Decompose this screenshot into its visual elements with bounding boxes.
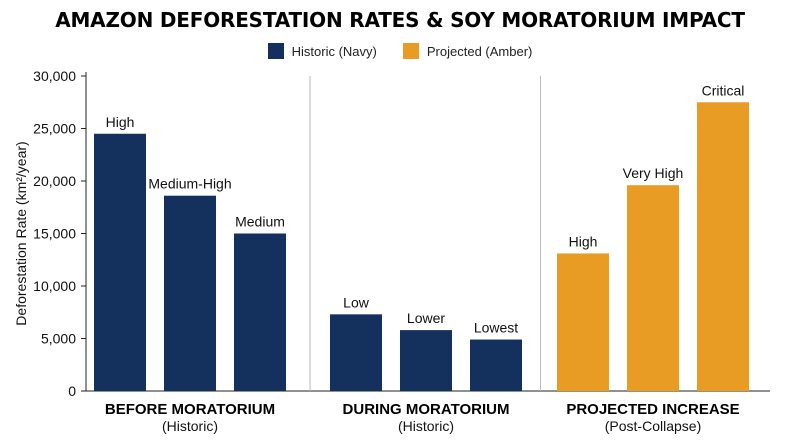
y-tick-label: 5,000 — [41, 331, 76, 347]
y-tick-label: 30,000 — [33, 68, 76, 84]
bar — [164, 195, 216, 391]
bar — [627, 185, 679, 391]
bar-label: Low — [343, 294, 370, 310]
legend-label-historic: Historic (Navy) — [291, 43, 377, 59]
bar-label: Very High — [623, 165, 684, 181]
bar-label: Medium-High — [148, 176, 231, 192]
group-title: DURING MORATORIUM — [343, 401, 510, 418]
bar — [557, 253, 609, 391]
legend-label-projected: Projected (Amber) — [426, 43, 533, 59]
y-tick-label: 15,000 — [33, 226, 76, 242]
group-subtitle: (Post-Collapse) — [605, 418, 701, 434]
bar — [234, 233, 286, 391]
y-tick-label: 0 — [68, 383, 76, 399]
bar-label: High — [106, 114, 135, 130]
y-tick-label: 10,000 — [33, 278, 76, 294]
group-subtitle: (Historic) — [398, 418, 454, 434]
bar-label: High — [569, 233, 598, 249]
legend-swatch-projected — [402, 43, 419, 59]
chart-title: AMAZON DEFORESTATION RATES & SOY MORATOR… — [55, 8, 745, 32]
y-tick-label: 20,000 — [33, 173, 76, 189]
bar — [470, 339, 522, 391]
bar — [94, 133, 146, 391]
bar-label: Lowest — [474, 320, 518, 336]
y-tick-label: 25,000 — [33, 121, 76, 137]
legend-item-projected: Projected (Amber) — [402, 43, 533, 59]
group-title: PROJECTED INCREASE — [566, 401, 739, 418]
bar-label: Critical — [702, 82, 745, 98]
legend-swatch-historic — [267, 43, 284, 59]
bar — [697, 102, 749, 391]
group-subtitle: (Historic) — [162, 418, 218, 434]
bar-label: Lower — [407, 310, 445, 326]
bar — [400, 330, 452, 391]
bar-label: Medium — [235, 214, 285, 230]
bar — [330, 314, 382, 391]
legend-item-historic: Historic (Navy) — [267, 43, 377, 59]
group-title: BEFORE MORATORIUM — [105, 401, 275, 418]
chart-legend: Historic (Navy) Projected (Amber) — [0, 43, 800, 59]
y-axis-label: Deforestation Rate (km²/year) — [13, 141, 29, 325]
